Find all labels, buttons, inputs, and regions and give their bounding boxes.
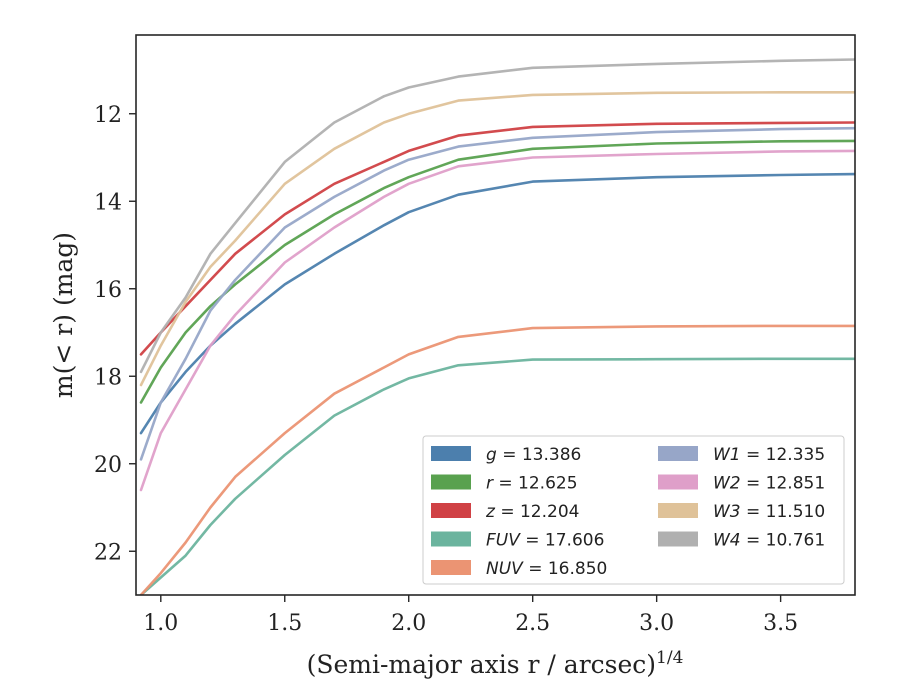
x-axis-title: (Semi-major axis r / arcsec)1/4 bbox=[307, 648, 684, 679]
x-tick-label: 3.0 bbox=[639, 611, 674, 636]
x-tick-label: 2.5 bbox=[515, 611, 550, 636]
plot-frame bbox=[135, 34, 856, 596]
x-tick-label: 3.5 bbox=[763, 611, 798, 636]
series-line-w2 bbox=[139, 149, 855, 492]
x-tick-label: 1.5 bbox=[267, 611, 302, 636]
legend-label-fuv: FUV = 17.606 bbox=[486, 531, 604, 551]
y-tick-label: 20 bbox=[94, 453, 122, 478]
legend-swatch-fuv bbox=[431, 531, 471, 547]
y-axis-title: m(< r) (mag) bbox=[49, 232, 78, 398]
legend-label-w3: W3 = 11.510 bbox=[713, 502, 825, 522]
legend-frame bbox=[422, 435, 845, 585]
legend-swatch-z bbox=[431, 503, 471, 518]
series-layer bbox=[139, 58, 855, 595]
series-line-w4 bbox=[139, 58, 855, 374]
y-tick-label: 14 bbox=[94, 190, 122, 215]
legend-label-r: r = 12.625 bbox=[486, 474, 578, 494]
legend-swatch-g bbox=[431, 446, 471, 461]
legend: g = 13.386 r = 12.625 z = 12.204 FUV = 17.6… bbox=[422, 435, 845, 585]
legend-label-z: z = 12.204 bbox=[485, 502, 579, 522]
y-axis: 12 14 16 18 20 22 bbox=[94, 103, 136, 565]
series-line-r bbox=[139, 139, 855, 404]
series-line-z bbox=[139, 121, 855, 356]
x-tick-label: 1.0 bbox=[143, 611, 178, 636]
y-tick-label: 22 bbox=[94, 540, 122, 565]
y-tick-label: 12 bbox=[94, 103, 122, 128]
series-line-g bbox=[139, 172, 855, 435]
legend-label-w1: W1 = 12.335 bbox=[713, 445, 825, 465]
legend-label-w2: W2 = 12.851 bbox=[713, 474, 825, 494]
y-tick-label: 18 bbox=[94, 365, 122, 390]
x-axis: 1.0 1.5 2.0 2.5 3.0 3.5 bbox=[143, 595, 798, 636]
legend-label-g: g = 13.386 bbox=[486, 445, 581, 465]
legend-swatch-w2 bbox=[658, 474, 698, 490]
series-line-fuv bbox=[139, 357, 855, 595]
legend-swatch-nuv bbox=[431, 560, 471, 575]
legend-label-nuv: NUV = 16.850 bbox=[486, 559, 607, 579]
y-tick-label: 16 bbox=[94, 278, 122, 303]
series-line-nuv bbox=[139, 324, 855, 595]
legend-swatch-w3 bbox=[658, 503, 698, 518]
legend-label-w4: W4 = 10.761 bbox=[713, 531, 825, 551]
legend-swatch-w1 bbox=[658, 446, 698, 461]
x-tick-label: 2.0 bbox=[391, 611, 426, 636]
legend-swatch-w4 bbox=[658, 531, 698, 547]
series-line-w1 bbox=[139, 126, 855, 461]
x-axis-title-superscript: 1/4 bbox=[656, 648, 683, 668]
legend-swatch-r bbox=[431, 474, 471, 490]
x-axis-title-main: (Semi-major axis r / arcsec) bbox=[307, 650, 656, 679]
series-line-w3 bbox=[139, 91, 855, 387]
